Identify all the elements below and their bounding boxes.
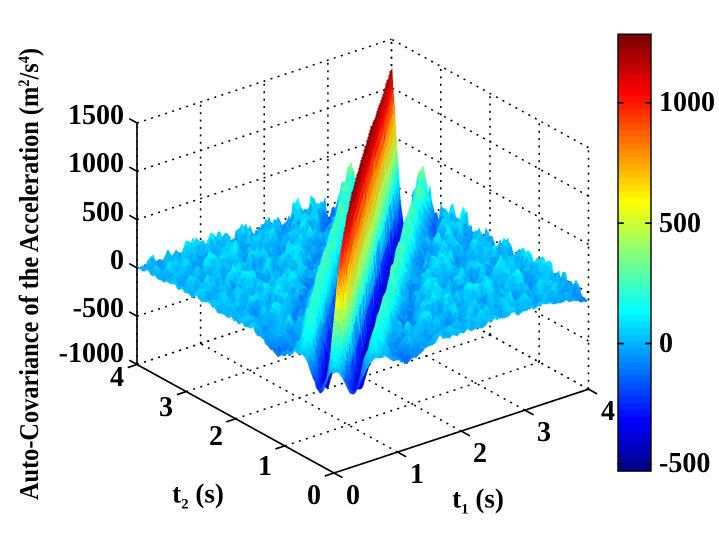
svg-text:Auto-Covariance of the Acceler: Auto-Covariance of the Acceleration (m2/…	[14, 48, 44, 500]
svg-text:1000: 1000	[659, 87, 715, 118]
svg-text:1: 1	[410, 459, 424, 490]
svg-text:-500: -500	[73, 293, 124, 324]
svg-text:-1000: -1000	[59, 338, 124, 369]
svg-text:3: 3	[537, 417, 551, 448]
svg-text:0: 0	[307, 480, 321, 511]
svg-text:4: 4	[110, 362, 124, 393]
svg-text:500: 500	[82, 197, 124, 228]
svg-text:0: 0	[110, 245, 124, 276]
svg-text:1500: 1500	[68, 100, 124, 131]
svg-text:0: 0	[346, 480, 360, 511]
svg-text:4: 4	[601, 396, 615, 427]
svg-text:1000: 1000	[68, 148, 124, 179]
svg-text:500: 500	[659, 208, 701, 239]
svg-text:3: 3	[159, 392, 173, 423]
svg-text:2: 2	[473, 438, 487, 469]
svg-text:0: 0	[659, 328, 673, 359]
svg-text:2: 2	[209, 421, 223, 452]
svg-text:1: 1	[258, 451, 272, 482]
svg-text:t1 (s): t1 (s)	[452, 484, 504, 518]
svg-text:t2 (s): t2 (s)	[172, 479, 224, 513]
svg-text:-500: -500	[659, 448, 710, 479]
